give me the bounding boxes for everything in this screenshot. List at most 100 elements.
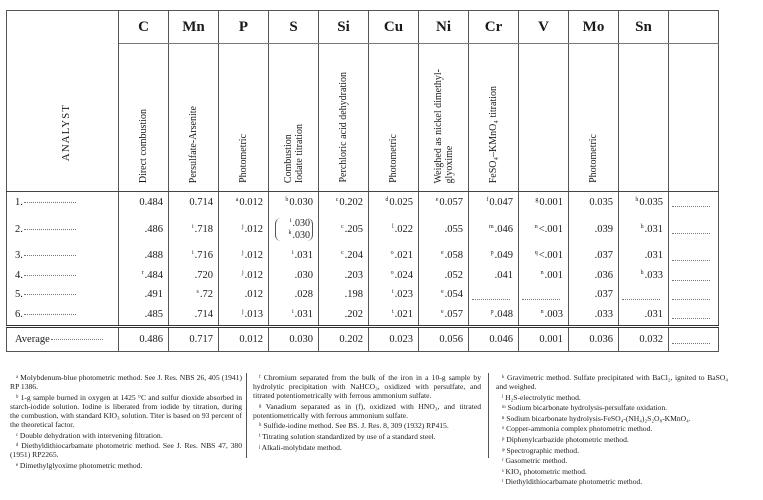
method-label: Photometric (238, 134, 249, 183)
value-cell: p.048 (468, 304, 519, 327)
method-label: Weighed as nickel dimethyl- glyoxime (432, 68, 455, 183)
value-cell: e0.057 (418, 191, 469, 214)
method-header-blank (668, 43, 719, 192)
method-label: Photometric (388, 134, 399, 183)
analyst-cell: 1. (6, 191, 119, 214)
footnote: ᶜ Double dehydration with intervening fi… (16, 430, 163, 440)
value-cell: .714 (168, 304, 219, 327)
method-label: Direct combustion (138, 108, 149, 183)
analyst-cell: 3. (6, 245, 119, 267)
dot-leader (23, 294, 76, 295)
value: 0.714 (189, 196, 213, 208)
average-value: 0.202 (318, 325, 369, 352)
footnote: ᵠ Spectrographic method. (502, 445, 579, 455)
value: .041 (494, 270, 513, 281)
dot-leader (622, 291, 660, 300)
footnote-marker: o (390, 250, 394, 256)
value: 0.057 (439, 196, 463, 208)
value: .058 (444, 250, 463, 261)
value: 0.012 (239, 196, 263, 208)
analyst-label: 3. (15, 250, 23, 261)
value-cell: c.205 (318, 213, 369, 246)
element-header-mn: Mn (168, 10, 219, 44)
value-cell: .488 (118, 245, 169, 267)
value: .198 (344, 289, 363, 300)
value-cell: p.049 (468, 245, 519, 267)
footnote: ᵇ 1-g sample burned in oxygen at 1425 °C… (10, 392, 242, 429)
footnote-marker: i (191, 223, 194, 230)
element-header-v: V (518, 10, 569, 44)
element-header-mo: Mo (568, 10, 619, 44)
value: .031 (294, 308, 313, 320)
footnote-marker: i (291, 308, 294, 315)
value: .049 (494, 250, 513, 261)
element-header-blank (668, 10, 719, 44)
value-cell: e.057 (418, 304, 469, 327)
value-cell: i.718 (168, 213, 219, 246)
value-cell: .030 (268, 266, 319, 286)
value: .037 (594, 289, 613, 300)
value-cell: d0.025 (368, 191, 419, 214)
value: .048 (494, 308, 513, 320)
element-header-si: Si (318, 10, 369, 44)
analyst-label: 5. (15, 289, 23, 300)
method-label: Photometric (588, 134, 599, 183)
analyst-label: 6. (15, 308, 23, 320)
footnote-divider (246, 373, 247, 458)
average-value: 0.486 (118, 325, 169, 352)
table-row: 4. r.484.720 j.012.030.203 o.024.052.041 n.0… (6, 266, 719, 286)
method-header-si: Perchloric acid dehydration (318, 43, 369, 192)
analyst-label: 2. (15, 223, 23, 235)
footnote-marker: n (534, 223, 538, 230)
dot-leader (672, 310, 710, 320)
dot-leader (23, 275, 76, 276)
value: .028 (294, 289, 313, 300)
value: 0.484 (139, 196, 163, 208)
analyst-header-label: ANALYST (60, 103, 72, 161)
value: 0.035 (639, 196, 663, 208)
footnote-marker: j (241, 223, 244, 230)
value-cell: 0.714 (168, 191, 219, 214)
footnote-marker: m (488, 223, 494, 230)
footnote: ⁱ Titrating solution standardized by use… (259, 432, 436, 442)
value-cell: .491 (118, 285, 169, 305)
value: <.001 (538, 250, 563, 261)
table-row: 2. .486 i.718 j.012 i.030 k.030 c.205 l.022.055… (6, 213, 719, 246)
footnote: ʲ Alkali-molybdate method. (259, 442, 342, 452)
footnotes-column-1: ᵃ Molybdenum-blue photometric method. Se… (10, 373, 242, 471)
value-cell: .202 (318, 304, 369, 327)
analyst-header: ANALYST (6, 43, 119, 192)
value: .054 (444, 289, 463, 300)
value: .036 (594, 270, 613, 281)
footnote-marker: e (440, 308, 444, 315)
value: .037 (594, 250, 613, 261)
footnote: ʳ Gasometric method. (502, 456, 568, 466)
value: .001 (544, 270, 563, 281)
average-value: 0.036 (568, 325, 619, 352)
value: .012 (244, 223, 263, 235)
value: .203 (344, 270, 363, 281)
footnote-marker: s (196, 289, 199, 295)
footnote-marker: p (490, 308, 494, 315)
average-value: 0.012 (218, 325, 269, 352)
footnote-marker: k (288, 229, 292, 236)
value-cell (668, 266, 719, 286)
value: 0.202 (339, 196, 363, 208)
footnote-marker: i (289, 218, 292, 224)
dot-leader (522, 291, 560, 300)
value: 0.035 (589, 196, 613, 208)
value: .714 (194, 308, 213, 320)
value: .718 (194, 223, 213, 235)
footnote-marker: i (291, 250, 294, 256)
value-cell: i.030 k.030 (268, 213, 319, 246)
footnote-marker: t (391, 289, 394, 295)
dot-leader (23, 228, 76, 230)
value-cell (468, 285, 519, 305)
dot-leader (50, 338, 103, 340)
footnote-marker: o (390, 270, 394, 276)
value-cell: .055 (418, 213, 469, 246)
value: .204 (344, 250, 363, 261)
table-row: 6. .485.714 j.013 i.031.202 t.021 e.057 p.048 n… (6, 304, 719, 327)
value: .024 (394, 270, 413, 281)
footnote-marker: h (635, 196, 639, 203)
